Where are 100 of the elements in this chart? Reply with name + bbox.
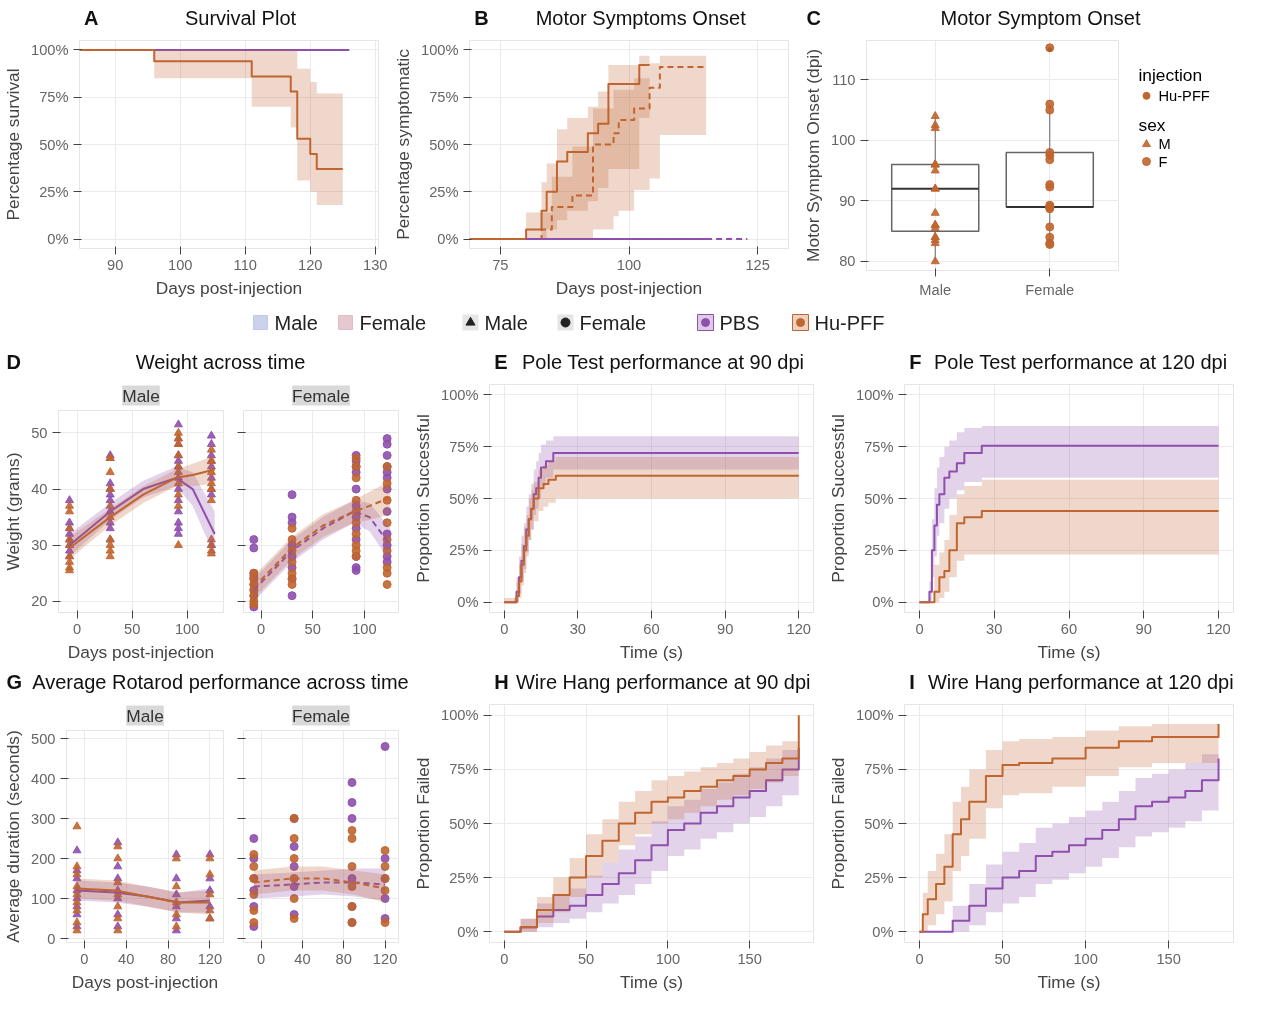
x-tick-label: 90 — [716, 620, 734, 637]
x-tick-label: 100 — [1073, 950, 1098, 967]
x-tick-label: 100 — [655, 950, 681, 967]
y-tick-label: 100% — [856, 707, 894, 724]
y-axis-title: Average duration (seconds) — [3, 730, 24, 943]
y-tick-label: 50% — [429, 136, 459, 153]
x-axis-title: Days post-injection — [71, 971, 219, 992]
text: C — [806, 6, 821, 29]
chart-title: Pole Test performance at 90 dpi — [522, 350, 805, 373]
y-tick-label: 100% — [421, 41, 459, 58]
x-tick-label: 120 — [197, 950, 223, 967]
x-tick-label: 40 — [294, 950, 311, 967]
x-tick-label: 40 — [118, 950, 135, 967]
x-tick-label: 80 — [335, 950, 352, 967]
x-axis-title: Time (s) — [1037, 971, 1101, 992]
y-tick-label: 75% — [39, 89, 69, 106]
chart-title: Weight across time — [135, 350, 306, 373]
y-axis-title: Proportion Successful — [413, 414, 434, 583]
y-tick-label: 50 — [31, 424, 48, 441]
chart-title: Wire Hang performance at 90 dpi — [515, 670, 811, 693]
y-tick-label: 0% — [872, 923, 894, 940]
y-axis-title: Proportion Failed — [828, 757, 849, 890]
y-tick-label: 25% — [864, 869, 894, 886]
x-tick-label: 0 — [915, 620, 924, 637]
chart-title: Motor Symptoms Onset — [535, 6, 747, 29]
legend-title: sex — [1138, 115, 1166, 136]
x-axis-title: Time (s) — [620, 641, 683, 662]
x-tick-label: 60 — [643, 620, 660, 637]
chart-title: Wire Hang performance at 120 dpi — [927, 670, 1234, 693]
text: G — [6, 670, 23, 693]
x-tick-label: 130 — [363, 256, 388, 273]
chart-subtitle: Female — [292, 385, 350, 406]
text: F — [909, 350, 922, 373]
x-axis-title: Days post-injection — [555, 277, 703, 298]
x-tick-label: 120 — [298, 256, 323, 273]
x-tick-label: 120 — [1206, 620, 1231, 637]
x-tick-label: 110 — [233, 256, 257, 273]
legend-label: F — [1158, 153, 1168, 170]
y-axis-title: Weight (grams) — [3, 452, 24, 571]
y-tick-label: 50% — [449, 815, 479, 832]
x-tick-label: 50 — [577, 950, 595, 967]
x-axis-title: Days post-injection — [155, 277, 303, 298]
y-tick-label: 100% — [31, 41, 69, 58]
text: A — [84, 6, 99, 29]
y-tick-label: 400 — [31, 770, 56, 787]
text: Hu-PFF — [1158, 87, 1210, 104]
x-tick-label: 0 — [500, 950, 509, 967]
x-tick-label: 100 — [174, 620, 200, 637]
y-tick-label: 500 — [31, 730, 56, 747]
y-tick-label: 25% — [449, 869, 479, 886]
y-tick-label: 75% — [864, 761, 894, 778]
x-tick-label: 150 — [737, 950, 762, 967]
x-tick-label: 60 — [1060, 620, 1078, 637]
x-tick-label: 30 — [986, 620, 1003, 637]
y-tick-label: 20 — [31, 593, 48, 610]
x-tick-label: 150 — [1156, 950, 1181, 967]
x-tick-label: 0 — [256, 620, 266, 637]
x-tick-label: 0 — [80, 950, 89, 967]
chart-title: Pole Test performance at 120 dpi — [934, 350, 1228, 373]
category-label: Female — [579, 311, 647, 334]
x-tick-label: 0 — [256, 950, 266, 967]
category-label: Male — [484, 311, 528, 334]
y-tick-label: 75% — [429, 89, 459, 106]
y-tick-label: 50% — [864, 815, 894, 832]
x-tick-label: 90 — [1135, 620, 1152, 637]
x-tick-label: 120 — [372, 950, 398, 967]
y-tick-label: 25% — [39, 183, 69, 200]
y-axis-title: Motor Symptom Onset (dpi) — [803, 49, 824, 262]
text: B — [474, 6, 489, 29]
y-tick-label: 90 — [839, 192, 856, 209]
x-tick-label: 0 — [915, 950, 924, 967]
text: H — [494, 670, 509, 693]
y-tick-label: 25% — [864, 542, 894, 559]
y-tick-label: 100% — [856, 386, 894, 403]
x-tick-label: 75 — [492, 256, 509, 273]
chart-title: Survival Plot — [184, 6, 297, 29]
y-tick-label: 0% — [872, 594, 894, 611]
y-axis-title: Proportion Successful — [828, 414, 849, 583]
x-tick-label: 0 — [500, 620, 509, 637]
chart-title: Average Rotarod performance across time — [32, 670, 409, 693]
y-tick-label: 0% — [47, 231, 69, 248]
x-axis-title: Days post-injection — [67, 641, 215, 662]
y-tick-label: 100% — [441, 386, 479, 403]
y-tick-label: 50% — [864, 490, 894, 507]
y-tick-label: 40 — [31, 481, 48, 498]
x-tick-label: 80 — [159, 950, 177, 967]
y-tick-label: 300 — [31, 810, 56, 827]
y-tick-label: 0 — [47, 930, 56, 947]
y-tick-label: 30 — [31, 537, 48, 554]
x-tick-label: 100 — [168, 256, 193, 273]
category-label: Female — [359, 311, 427, 334]
x-tick-label: 50 — [124, 620, 141, 637]
x-tick-label: 50 — [994, 950, 1011, 967]
x-axis-title: Time (s) — [620, 971, 683, 992]
x-tick-label: 0 — [73, 620, 82, 637]
text: D — [6, 350, 21, 373]
y-tick-label: 75% — [449, 761, 479, 778]
text: I — [909, 670, 915, 693]
x-tick-label: 120 — [786, 620, 812, 637]
category-label: Male — [274, 311, 318, 334]
